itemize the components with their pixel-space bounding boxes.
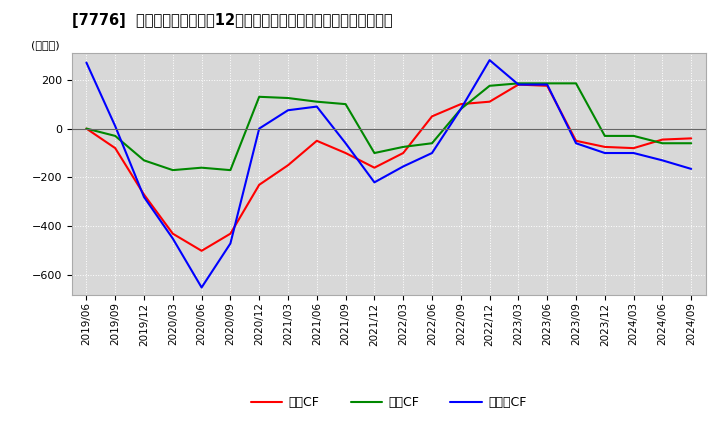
投資CF xyxy=(456,106,465,112)
投資CF xyxy=(255,94,264,99)
投資CF xyxy=(82,126,91,131)
フリーCF xyxy=(82,60,91,65)
営業CF xyxy=(370,165,379,170)
投資CF xyxy=(168,168,177,173)
営業CF xyxy=(600,144,609,150)
営業CF xyxy=(341,150,350,156)
フリーCF xyxy=(399,164,408,169)
営業CF xyxy=(428,114,436,119)
Line: 投資CF: 投資CF xyxy=(86,83,691,170)
投資CF xyxy=(284,95,292,101)
投資CF xyxy=(572,81,580,86)
営業CF xyxy=(658,137,667,142)
投資CF xyxy=(370,150,379,156)
フリーCF xyxy=(226,241,235,246)
営業CF xyxy=(284,163,292,168)
投資CF xyxy=(600,133,609,139)
投資CF xyxy=(140,158,148,163)
投資CF xyxy=(428,141,436,146)
投資CF xyxy=(226,168,235,173)
営業CF xyxy=(572,138,580,143)
フリーCF xyxy=(255,126,264,131)
フリーCF xyxy=(687,166,696,172)
フリーCF xyxy=(658,158,667,163)
フリーCF xyxy=(111,124,120,129)
投資CF xyxy=(341,102,350,107)
営業CF xyxy=(687,136,696,141)
Line: 営業CF: 営業CF xyxy=(86,84,691,251)
営業CF xyxy=(543,83,552,88)
フリーCF xyxy=(370,180,379,185)
投資CF xyxy=(514,81,523,86)
営業CF xyxy=(82,126,91,131)
営業CF xyxy=(456,102,465,107)
フリーCF xyxy=(600,150,609,156)
フリーCF xyxy=(284,108,292,113)
営業CF xyxy=(111,146,120,151)
フリーCF xyxy=(572,141,580,146)
営業CF xyxy=(140,192,148,197)
投資CF xyxy=(111,133,120,139)
フリーCF xyxy=(543,82,552,87)
Text: (百万円): (百万円) xyxy=(31,40,60,50)
フリーCF xyxy=(197,285,206,290)
Legend: 営業CF, 投資CF, フリーCF: 営業CF, 投資CF, フリーCF xyxy=(246,392,531,414)
営業CF xyxy=(255,182,264,187)
営業CF xyxy=(197,248,206,253)
投資CF xyxy=(312,99,321,104)
フリーCF xyxy=(428,150,436,156)
投資CF xyxy=(543,81,552,86)
フリーCF xyxy=(341,141,350,146)
フリーCF xyxy=(140,194,148,200)
投資CF xyxy=(197,165,206,170)
営業CF xyxy=(312,138,321,143)
フリーCF xyxy=(168,236,177,241)
投資CF xyxy=(658,141,667,146)
フリーCF xyxy=(629,150,638,156)
投資CF xyxy=(399,144,408,150)
投資CF xyxy=(687,141,696,146)
営業CF xyxy=(168,231,177,236)
営業CF xyxy=(399,150,408,156)
フリーCF xyxy=(485,58,494,63)
フリーCF xyxy=(456,106,465,112)
営業CF xyxy=(485,99,494,104)
投資CF xyxy=(629,133,638,139)
投資CF xyxy=(485,83,494,88)
営業CF xyxy=(629,146,638,151)
フリーCF xyxy=(312,104,321,109)
営業CF xyxy=(226,231,235,236)
フリーCF xyxy=(514,82,523,87)
Line: フリーCF: フリーCF xyxy=(86,60,691,287)
Text: [7776]  キャッシュフローの12か月移動合計の対前年同期増減額の推移: [7776] キャッシュフローの12か月移動合計の対前年同期増減額の推移 xyxy=(72,13,392,28)
営業CF xyxy=(514,82,523,87)
